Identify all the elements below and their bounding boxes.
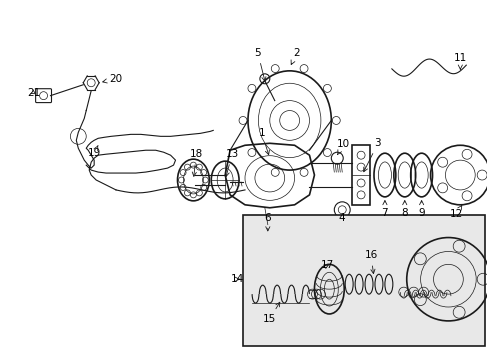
Text: 2: 2 [290, 48, 299, 64]
Text: 6: 6 [264, 213, 270, 231]
Text: 14: 14 [230, 274, 243, 284]
Text: 1: 1 [258, 129, 269, 155]
Text: 8: 8 [401, 201, 407, 218]
Text: 17: 17 [320, 260, 333, 270]
Text: 7: 7 [381, 201, 387, 218]
Text: 9: 9 [417, 201, 424, 218]
Text: 4: 4 [338, 213, 345, 223]
Bar [243, 215, 484, 346]
Text: 12: 12 [449, 206, 462, 219]
Text: 3: 3 [363, 138, 381, 172]
Text: 5: 5 [254, 48, 265, 81]
Bar [351, 145, 369, 205]
Text: 21: 21 [27, 88, 40, 98]
Text: 10: 10 [336, 139, 349, 155]
Text: 18: 18 [189, 149, 203, 176]
Text: 13: 13 [225, 149, 238, 176]
Text: 20: 20 [102, 74, 122, 84]
Text: 19: 19 [87, 145, 101, 158]
Text: 11: 11 [453, 53, 466, 69]
Text: 16: 16 [364, 251, 377, 274]
Text: 15: 15 [263, 302, 279, 324]
